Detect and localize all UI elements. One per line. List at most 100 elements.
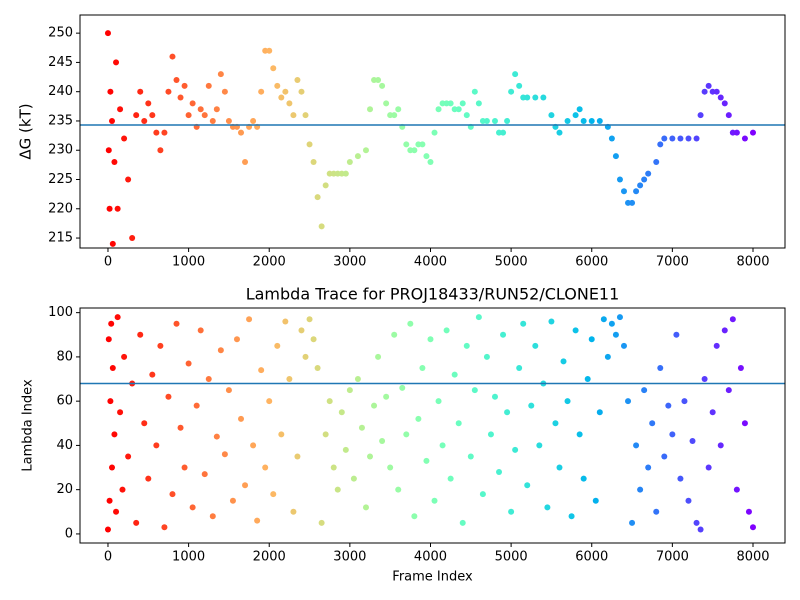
- point: [749, 524, 756, 531]
- point: [193, 402, 200, 409]
- point: [483, 353, 490, 360]
- point: [665, 402, 672, 409]
- point: [653, 158, 660, 165]
- point: [282, 318, 289, 325]
- point: [358, 424, 365, 431]
- point: [107, 398, 114, 405]
- point: [326, 398, 333, 405]
- point: [411, 513, 418, 520]
- point: [588, 336, 595, 343]
- point: [532, 342, 539, 349]
- point: [258, 88, 265, 95]
- point: [592, 497, 599, 504]
- x-tick-label: 8000: [736, 550, 769, 565]
- point: [657, 364, 664, 371]
- point: [310, 336, 317, 343]
- x-tick-label: 3000: [333, 255, 366, 270]
- point: [427, 158, 434, 165]
- point: [580, 117, 587, 124]
- point: [669, 431, 676, 438]
- point: [540, 94, 547, 101]
- point: [125, 453, 132, 460]
- point: [350, 475, 357, 482]
- point: [274, 342, 281, 349]
- point: [479, 491, 486, 498]
- point: [673, 331, 680, 338]
- point: [427, 336, 434, 343]
- point: [149, 112, 156, 119]
- point: [548, 112, 555, 119]
- point: [629, 199, 636, 206]
- point: [629, 519, 636, 526]
- point: [108, 320, 115, 327]
- point: [520, 320, 527, 327]
- point: [693, 135, 700, 142]
- y-tick-label: 235: [48, 113, 73, 128]
- point: [221, 451, 228, 458]
- point: [104, 30, 111, 37]
- point: [564, 398, 571, 405]
- points: [104, 314, 756, 533]
- point: [548, 318, 555, 325]
- point: [121, 135, 128, 142]
- point: [391, 331, 398, 338]
- point: [145, 100, 152, 107]
- point: [266, 47, 273, 54]
- point: [181, 82, 188, 89]
- point: [298, 327, 305, 334]
- point: [463, 342, 470, 349]
- x-tick-label: 0: [104, 255, 112, 270]
- point: [576, 106, 583, 113]
- x-tick-label: 1000: [172, 255, 205, 270]
- x-tick-label: 5000: [495, 255, 528, 270]
- point: [367, 106, 374, 113]
- point: [250, 117, 257, 124]
- point: [677, 135, 684, 142]
- point: [109, 464, 116, 471]
- point: [701, 88, 708, 95]
- point: [451, 371, 458, 378]
- point: [201, 112, 208, 119]
- y-tick-label: 80: [56, 349, 73, 364]
- point: [475, 314, 482, 321]
- point: [733, 129, 740, 136]
- point: [213, 433, 220, 440]
- point: [532, 94, 539, 101]
- point: [504, 409, 511, 416]
- point: [733, 486, 740, 493]
- point: [302, 112, 309, 119]
- point: [516, 82, 523, 89]
- y-tick-label: 40: [56, 438, 73, 453]
- y-tick-label: 245: [48, 55, 73, 70]
- point: [661, 135, 668, 142]
- point: [745, 508, 752, 515]
- point: [500, 129, 507, 136]
- x-tick-label: 2000: [253, 550, 286, 565]
- point: [111, 158, 118, 165]
- point: [346, 387, 353, 394]
- point: [608, 135, 615, 142]
- point: [483, 117, 490, 124]
- point: [258, 367, 265, 374]
- point: [512, 71, 519, 78]
- point: [379, 82, 386, 89]
- point: [399, 384, 406, 391]
- point: [125, 176, 132, 183]
- point: [106, 205, 113, 212]
- point: [106, 497, 113, 504]
- point: [705, 82, 712, 89]
- point: [169, 53, 176, 60]
- point: [157, 147, 164, 154]
- point: [262, 464, 269, 471]
- y-tick-label: 220: [48, 201, 73, 216]
- point: [113, 508, 120, 515]
- point: [584, 376, 591, 383]
- point: [141, 117, 148, 124]
- point: [713, 88, 720, 95]
- point: [729, 316, 736, 323]
- point: [254, 517, 261, 524]
- point: [145, 475, 152, 482]
- point: [310, 158, 317, 165]
- point: [455, 420, 462, 427]
- x-tick-label: 4000: [414, 255, 447, 270]
